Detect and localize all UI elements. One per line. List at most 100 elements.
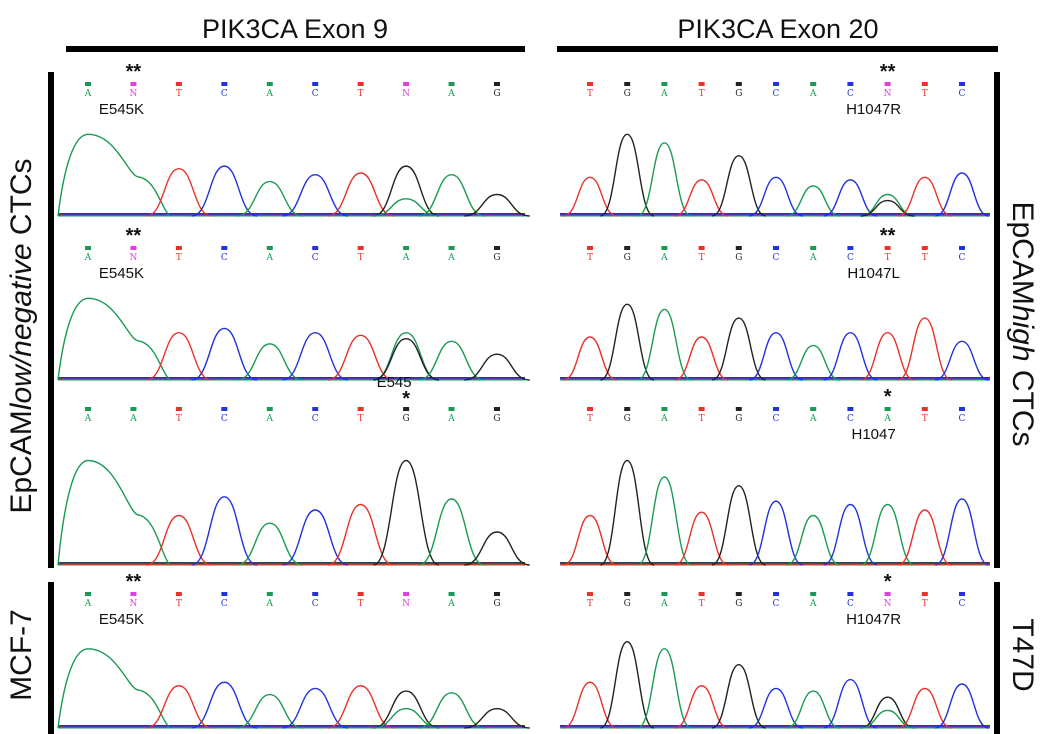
base-call: A <box>660 253 668 263</box>
chromatogram-peak <box>860 503 915 566</box>
base-marker <box>624 82 631 86</box>
chromatogram-peak <box>897 176 952 217</box>
base-call: N <box>130 253 138 263</box>
base-marker <box>85 592 91 596</box>
base-call: C <box>221 253 228 263</box>
base-marker <box>810 592 817 596</box>
base-call: A <box>809 599 817 609</box>
chromatogram-peak <box>934 498 990 566</box>
chromatogram-peak <box>674 336 729 381</box>
base-call: A <box>84 89 92 99</box>
base-call: N <box>884 89 892 99</box>
base-marker <box>624 592 631 596</box>
base-marker <box>959 82 965 86</box>
base-call: C <box>221 599 228 609</box>
base-marker <box>403 592 410 596</box>
base-call: T <box>922 414 928 424</box>
base-marker <box>847 407 854 411</box>
base-call: C <box>847 414 854 424</box>
base-marker <box>921 246 928 250</box>
chromatogram-peak <box>57 133 171 217</box>
chromatogram-peak <box>637 648 692 729</box>
base-call: C <box>847 89 854 99</box>
base-marker <box>494 407 500 411</box>
base-marker <box>448 82 455 86</box>
mutation-stars: ** <box>126 61 142 83</box>
base-marker <box>810 407 817 411</box>
base-call: C <box>312 89 319 99</box>
base-marker <box>448 407 455 411</box>
base-call: A <box>447 414 455 424</box>
chromatogram-peak <box>786 185 841 217</box>
base-call: A <box>402 253 410 263</box>
chromatogram-panel-0-2: A A T C A C T G A G *E545 <box>57 374 530 566</box>
base-marker <box>921 407 928 411</box>
chromatogram-peak <box>57 459 171 566</box>
base-marker <box>221 407 228 411</box>
chromatogram-peak <box>418 340 485 381</box>
base-marker <box>357 246 364 250</box>
base-call: N <box>884 599 892 609</box>
base-call: A <box>660 599 668 609</box>
mutation-stars: * <box>402 388 410 410</box>
mutation-label: H1047 <box>851 426 895 443</box>
chromatogram-peak <box>57 297 171 381</box>
base-call: C <box>773 414 780 424</box>
base-marker <box>130 246 137 250</box>
base-marker <box>773 592 779 596</box>
mutation-stars: * <box>884 571 892 593</box>
base-call: T <box>699 89 705 99</box>
chromatogram-peak <box>935 683 989 729</box>
left-mcf7-bar <box>48 582 54 734</box>
right-t47d-bar <box>994 582 1000 734</box>
base-call: C <box>847 599 854 609</box>
base-marker <box>587 407 593 411</box>
base-call: G <box>735 414 742 424</box>
base-call: N <box>130 89 138 99</box>
base-call: A <box>447 253 455 263</box>
base-marker <box>494 82 500 86</box>
chromatogram-peak <box>236 522 303 566</box>
base-call: A <box>84 253 92 263</box>
base-marker <box>312 246 319 250</box>
base-call: A <box>84 599 92 609</box>
chromatogram-peak <box>282 331 349 381</box>
base-call: N <box>402 599 410 609</box>
base-call: A <box>660 414 668 424</box>
chromatogram-peak <box>786 344 841 381</box>
chromatogram-peak <box>146 331 212 381</box>
chromatogram-peak <box>674 179 729 217</box>
base-call: A <box>84 414 92 424</box>
mutation-stars: ** <box>880 61 896 83</box>
mutation-stars: ** <box>126 225 142 247</box>
base-call: A <box>809 89 817 99</box>
base-marker <box>698 592 705 596</box>
chromatogram-peak <box>637 142 692 217</box>
chromatogram-peak <box>823 331 878 381</box>
chromatogram-panel-1-0: T G A T G C A C N T C ** H1047R <box>560 61 990 217</box>
base-call: G <box>403 414 410 424</box>
base-marker <box>959 407 965 411</box>
chromatogram-peak <box>418 174 485 217</box>
base-marker <box>884 82 891 86</box>
base-marker <box>959 246 965 250</box>
base-marker <box>85 407 91 411</box>
chromatogram-peak <box>600 133 655 217</box>
base-marker <box>312 592 319 596</box>
base-call: G <box>493 253 500 263</box>
base-marker <box>266 82 273 86</box>
base-call: T <box>922 253 928 263</box>
base-call: G <box>735 599 742 609</box>
base-marker <box>587 82 593 86</box>
chromatogram-peak <box>935 172 989 217</box>
base-marker <box>403 82 410 86</box>
base-marker <box>698 407 705 411</box>
base-call: T <box>885 253 891 263</box>
chromatogram-peak <box>191 681 258 729</box>
base-call: G <box>624 599 631 609</box>
base-call: T <box>922 599 928 609</box>
base-marker <box>773 246 779 250</box>
base-call: C <box>847 253 854 263</box>
chromatogram-peak <box>373 338 439 381</box>
base-call: A <box>660 89 668 99</box>
